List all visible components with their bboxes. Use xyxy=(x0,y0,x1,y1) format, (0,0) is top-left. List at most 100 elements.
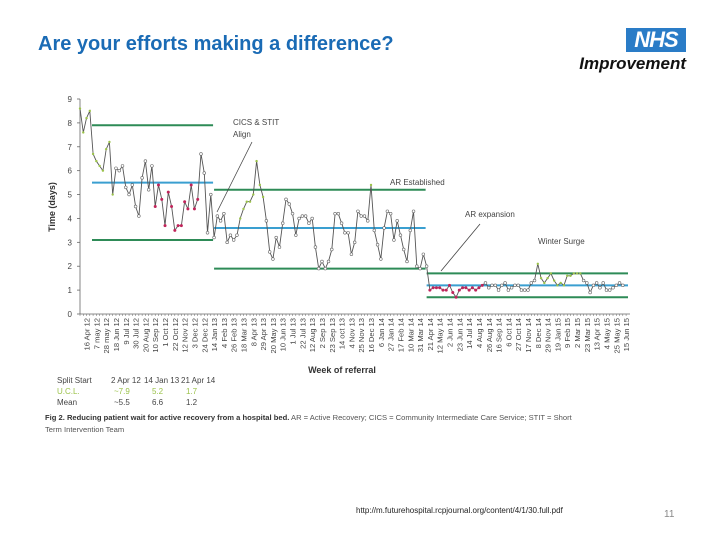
data-point xyxy=(120,164,125,168)
data-point xyxy=(303,214,308,218)
data-point xyxy=(366,219,370,223)
data-point-green xyxy=(539,276,543,280)
data-point-green xyxy=(242,207,245,211)
data-point-green xyxy=(95,159,98,163)
data-point-green xyxy=(108,140,111,144)
data-point-green xyxy=(98,164,101,168)
x-tick-label: 8 Apr 13 xyxy=(249,318,258,346)
x-tick-label: 4 Feb 13 xyxy=(220,318,229,348)
data-point xyxy=(608,288,612,292)
x-tick-label: 16 Apr 12 xyxy=(83,318,92,351)
data-point-green xyxy=(248,200,252,203)
data-point xyxy=(323,266,327,271)
x-tick-label: 27 Oct 14 xyxy=(514,318,523,351)
x-tick-label: 10 Jun 13 xyxy=(279,318,288,351)
annotation-ar-expansion: AR expansion xyxy=(465,210,515,219)
data-point-green xyxy=(111,193,114,196)
data-point-green xyxy=(258,183,262,187)
x-tick-label: 12 Nov 12 xyxy=(181,318,190,353)
data-point xyxy=(225,240,229,245)
data-point-red xyxy=(153,205,157,208)
page-number: 11 xyxy=(664,509,675,520)
data-point xyxy=(287,202,291,206)
data-point xyxy=(483,281,488,285)
data-point xyxy=(320,259,324,264)
data-point xyxy=(402,247,406,252)
x-tick-label: 16 Sep 14 xyxy=(495,318,504,353)
data-point xyxy=(594,281,599,285)
data-point xyxy=(523,288,527,292)
data-point xyxy=(356,209,360,213)
data-point xyxy=(375,243,380,247)
x-tick-label: 10 Mar 14 xyxy=(406,318,415,352)
data-point xyxy=(271,257,275,261)
data-point-red xyxy=(431,286,435,290)
data-point-green xyxy=(549,272,553,275)
data-point-green xyxy=(104,147,108,151)
data-point-red xyxy=(192,207,196,211)
x-tick-label: 10 Sep 12 xyxy=(151,318,160,353)
caption-rest: AR = Active Recovery; CICS = Community I… xyxy=(289,413,572,422)
data-point-green xyxy=(255,159,258,163)
x-tick-label: 4 Aug 14 xyxy=(475,318,484,348)
table-header: 2 Apr 12 xyxy=(111,376,141,385)
data-point xyxy=(359,214,363,218)
data-point-red xyxy=(166,190,170,194)
data-point-green xyxy=(82,131,85,134)
data-point xyxy=(526,288,530,292)
data-point xyxy=(604,288,609,292)
data-point xyxy=(310,216,314,221)
y-tick-label: 7 xyxy=(68,143,73,152)
data-point xyxy=(284,197,288,202)
y-tick-label: 9 xyxy=(68,95,73,104)
data-point xyxy=(598,286,602,290)
x-tick-label: 31 Mar 14 xyxy=(416,318,425,352)
data-point xyxy=(336,211,341,216)
data-point-red xyxy=(441,288,445,292)
data-point-green xyxy=(245,200,248,203)
annotation-line: CICS & STIT xyxy=(233,118,279,127)
data-point-red xyxy=(179,224,183,228)
data-point xyxy=(500,283,504,288)
x-tick-label: 29 Nov 14 xyxy=(544,318,553,353)
data-point-green xyxy=(562,284,566,287)
x-tick-label: 22 Jul 13 xyxy=(298,318,307,349)
data-point xyxy=(205,231,210,235)
data-point xyxy=(212,235,216,240)
x-tick-label: 21 Apr 14 xyxy=(426,318,435,351)
x-axis-title: Week of referral xyxy=(308,365,376,375)
data-point xyxy=(490,283,494,288)
data-point xyxy=(307,221,311,225)
x-tick-label: 20 May 13 xyxy=(269,318,278,353)
x-tick-label: 25 May 15 xyxy=(612,318,621,353)
data-point xyxy=(415,264,419,268)
data-point xyxy=(294,233,298,237)
data-point xyxy=(506,288,511,292)
data-point xyxy=(385,209,390,213)
data-point-red xyxy=(464,286,468,290)
data-point xyxy=(496,288,501,292)
data-point xyxy=(277,245,282,249)
y-axis-title: Time (days) xyxy=(47,182,57,232)
x-tick-label: 1 Jul 13 xyxy=(289,318,298,345)
data-point xyxy=(392,238,396,242)
x-tick-label: 22 Oct 12 xyxy=(171,318,180,351)
source-url[interactable]: http://m.futurehospital.rcpjournal.org/c… xyxy=(356,506,563,515)
figure-caption: Fig 2. Reducing patient wait for active … xyxy=(45,413,573,422)
data-point-green xyxy=(261,195,265,199)
x-tick-label: 17 Nov 14 xyxy=(524,318,533,353)
data-point-red xyxy=(189,183,193,187)
data-point xyxy=(388,211,393,216)
data-point-green xyxy=(91,152,95,156)
x-tick-label: 3 Dec 12 xyxy=(190,318,199,348)
table-header: 14 Jan 13 xyxy=(144,376,180,385)
data-point xyxy=(267,250,272,254)
data-point-green xyxy=(572,272,575,275)
table-mean: ~5.5 xyxy=(114,398,130,407)
data-point-red xyxy=(448,283,452,287)
data-point xyxy=(513,283,517,288)
table-mean: Mean xyxy=(57,398,77,407)
data-point xyxy=(379,257,383,261)
data-point xyxy=(343,231,347,235)
x-tick-label: 30 Jul 12 xyxy=(132,318,141,349)
